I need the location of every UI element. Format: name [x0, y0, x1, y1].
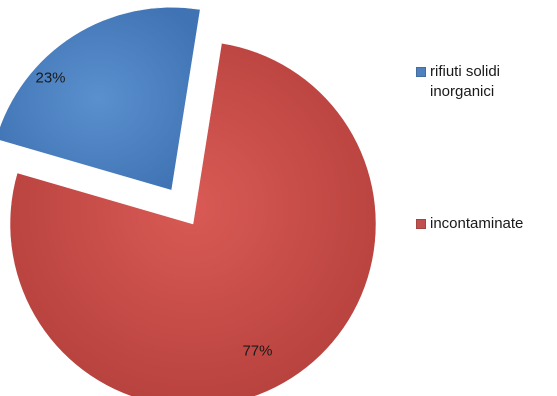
- legend-swatch-red: [416, 219, 426, 229]
- legend-label-incontaminate: incontaminate: [430, 215, 524, 232]
- slice-label-incontaminate: 77%: [242, 342, 272, 359]
- slice-incontaminate: [9, 42, 377, 396]
- legend-item-rifiuti: rifiuti solidi inorganici: [416, 62, 554, 102]
- slice-label-rifiuti: 23%: [36, 70, 66, 87]
- slice-rifiuti: [0, 7, 201, 191]
- legend-label-rifiuti: rifiuti solidi inorganici: [430, 63, 501, 100]
- legend-item-incontaminate: incontaminate: [416, 214, 554, 234]
- legend-swatch-blue: [416, 67, 426, 77]
